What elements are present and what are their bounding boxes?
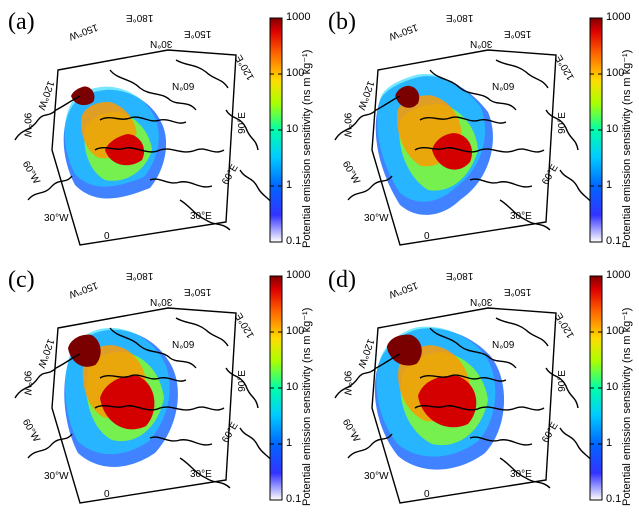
colorbar-tick-label: 1000 — [606, 11, 631, 23]
graticule-label-lon-30e: 30°E — [190, 211, 212, 222]
colorbar-tick-label: 1 — [286, 437, 293, 449]
colorbar-tick-label: 10 — [606, 123, 619, 135]
graticule-label-lon-150e: 150°E — [184, 28, 212, 39]
map-frame — [51, 307, 237, 504]
panel-label: (a) — [8, 9, 35, 35]
coastlines — [14, 59, 277, 231]
graticule-label-lat-30n: 30°N — [470, 38, 493, 49]
graticule-label-lon-30e: 30°E — [510, 469, 532, 480]
colorbar-tick-label: 100 — [286, 325, 305, 337]
colorbar-tick-label: 1000 — [606, 269, 631, 281]
colorbar-tick-label: 100 — [606, 67, 625, 79]
coastlines — [14, 317, 277, 489]
coastlines — [334, 317, 597, 489]
map-frame — [51, 49, 237, 246]
graticule-label-lon-0: 0 — [424, 489, 430, 500]
colorbar-tick-label: 1 — [606, 437, 613, 449]
colorbar-tick-label: 10 — [286, 123, 299, 135]
sensitivity-core — [432, 133, 473, 170]
colorbar-tick-label: 1 — [606, 179, 613, 191]
sensitivity-peak — [395, 85, 420, 108]
map-frame — [371, 307, 557, 504]
graticule-label-lon-30w: 30°W — [44, 213, 69, 224]
graticule-label-lon-180e: 180°E — [126, 270, 154, 281]
sensitivity-peak — [71, 86, 95, 106]
colorbar-tick-label: 10 — [606, 381, 619, 393]
colorbar-tick-label: 1000 — [286, 11, 311, 23]
graticule-label-lat-60n: 60°N — [172, 80, 195, 91]
panel-b: (b) 1000 100 10 1 0.1 Potential emission sensi… — [320, 0, 639, 257]
graticule-label-lat-30n: 30°N — [150, 296, 173, 307]
sensitivity-core — [100, 375, 155, 430]
graticule-label-lon-0: 0 — [104, 489, 110, 500]
graticule-label-lon-30w: 30°W — [44, 471, 69, 482]
map-svg — [14, 275, 283, 504]
graticule-label-lon-0: 0 — [424, 231, 430, 242]
graticule-label-lon-150e: 150°E — [504, 286, 532, 297]
map-svg — [334, 17, 603, 246]
graticule-label-lon-150e: 150°E — [184, 286, 212, 297]
panel-label: (d) — [328, 267, 356, 293]
graticule-label-lon-90w: 90°W — [21, 112, 33, 138]
colorbar-title: Potential emission sensitivity (ns m kg⁻… — [301, 49, 313, 248]
graticule-label-lat-60n: 60°N — [492, 338, 515, 349]
colorbar-title: Potential emission sensitivity (ns m kg⁻… — [621, 49, 633, 248]
graticule-label-lon-90w: 90°W — [341, 370, 353, 396]
map-svg — [334, 275, 603, 504]
graticule-label-lon-30w: 30°W — [364, 213, 389, 224]
colorbar-tick-label: 0.1 — [606, 493, 622, 505]
graticule-label-lon-90e: 90°E — [556, 370, 568, 392]
sensitivity-core — [418, 375, 477, 428]
graticule-label-lat-30n: 30°N — [470, 296, 493, 307]
colorbar-tick-label: 0.1 — [286, 493, 302, 505]
panel-c: (c) 1000 100 10 1 0.1 Potential emission sensi… — [0, 258, 319, 515]
graticule-label-lon-90e: 90°E — [236, 370, 248, 392]
graticule-label-lon-180e: 180°E — [446, 12, 474, 23]
graticule-label-lat-60n: 60°N — [172, 338, 195, 349]
panel-d: (d) 1000 100 10 1 0.1 Potential emission sensi… — [320, 258, 639, 515]
colorbar-title: Potential emission sensitivity (ns m kg⁻… — [621, 307, 633, 506]
graticule-label-lat-60n: 60°N — [492, 80, 515, 91]
panel-label: (b) — [328, 9, 356, 35]
colorbar-tick-label: 0.1 — [606, 235, 622, 247]
colorbar-tick-label: 1000 — [286, 269, 311, 281]
graticule-label-lon-90e: 90°E — [236, 112, 248, 134]
graticule-label-lon-90w: 90°W — [21, 370, 33, 396]
graticule-label-lon-90e: 90°E — [556, 112, 568, 134]
graticule-label-lon-180e: 180°E — [446, 270, 474, 281]
graticule-label-lon-30e: 30°E — [510, 211, 532, 222]
panel-label: (c) — [8, 267, 35, 293]
graticule-label-lon-0: 0 — [104, 231, 110, 242]
colorbar-tick-label: 100 — [606, 325, 625, 337]
graticule-label-lon-90w: 90°W — [341, 112, 353, 138]
graticule-label-lon-30w: 30°W — [364, 471, 389, 482]
colorbar-tick-label: 0.1 — [286, 235, 302, 247]
graticule-label-lon-30e: 30°E — [190, 469, 212, 480]
sensitivity-peak — [68, 334, 101, 367]
colorbar-title: Potential emission sensitivity (ns m kg⁻… — [301, 307, 313, 506]
map-svg — [14, 17, 283, 246]
sensitivity-core — [105, 134, 145, 166]
map-frame — [371, 49, 557, 246]
colorbar-tick-label: 10 — [286, 381, 299, 393]
graticule-label-lon-150e: 150°E — [504, 28, 532, 39]
graticule-label-lat-30n: 30°N — [150, 38, 173, 49]
colorbar-tick-label: 100 — [286, 67, 305, 79]
colorbar-tick-label: 1 — [286, 179, 293, 191]
panel-a: (a) 1000 100 10 1 0.1 Potential emission sensi… — [0, 0, 319, 257]
sensitivity-peak — [386, 334, 422, 366]
graticule-label-lon-180e: 180°E — [126, 12, 154, 23]
